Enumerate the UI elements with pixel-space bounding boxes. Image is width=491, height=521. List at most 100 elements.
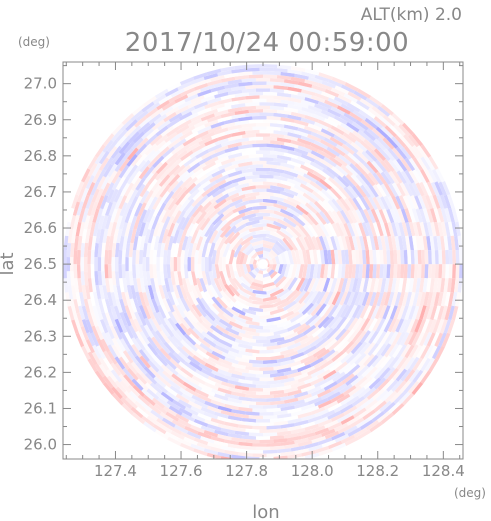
heatmap-cell [252,171,267,176]
y-tick-label: 26.9 [24,111,57,129]
heatmap-cell [266,143,281,149]
heatmap-cell [398,278,404,293]
heatmap-cell [157,397,171,409]
heatmap-cell [372,264,377,279]
heatmap-cell [364,184,376,199]
heatmap-cell [417,249,422,265]
heatmap-cell [182,136,197,147]
heatmap-cell [176,345,190,358]
heatmap-cell [266,98,281,103]
heatmap-cell [85,174,95,190]
heatmap-cell [426,221,434,237]
heatmap-cell [193,72,208,80]
heatmap-cell [97,242,103,258]
heatmap-cell [280,359,295,366]
heatmap-cell [259,377,274,382]
heatmap-cell [168,405,183,416]
y-tick-label: 27.0 [24,75,57,93]
heatmap-cell [332,371,346,383]
heatmap-cell [248,295,263,303]
heatmap-cell [393,249,398,265]
heatmap-cell [231,68,246,74]
heatmap-cell [351,264,357,279]
heatmap-cell [144,196,154,211]
heatmap-cell [164,158,177,171]
heatmap-cell [131,378,144,391]
heatmap-cell [211,388,226,397]
heatmap-cell [280,264,288,277]
heatmap-cell [194,249,199,265]
heatmap-cell [144,372,158,385]
heatmap-cell [294,73,309,80]
heatmap-cell [283,79,299,85]
heatmap-cell [392,367,404,381]
heatmap-cell [391,291,399,307]
heatmap-cell [163,190,175,205]
heatmap-cell [245,146,260,152]
heatmap-cell [147,215,156,230]
heatmap-cell [372,317,382,332]
heatmap-cell [241,140,256,146]
heatmap-cell [245,112,260,117]
heatmap-cell [349,111,363,123]
heatmap-cell [146,342,159,357]
heatmap-cell [307,385,322,395]
heatmap-cell [428,318,438,334]
heatmap-cell [112,284,119,300]
heatmap-cell [234,218,250,228]
heatmap-cell [179,130,193,141]
heatmap-cell [373,116,387,128]
heatmap-cell [321,428,336,438]
heatmap-cell [318,448,333,457]
heatmap-cell [102,375,114,389]
heatmap-cell [319,210,331,225]
heatmap-cell [97,271,103,286]
heatmap-cell [316,369,331,380]
heatmap-cell [306,190,320,202]
heatmap-cell [433,277,439,293]
heatmap-cell [384,170,395,185]
heatmap-cell [172,210,182,224]
heatmap-cell [165,364,179,376]
heatmap-cell [186,162,201,174]
heatmap-cell [392,170,403,184]
heatmap-cell [199,174,213,186]
heatmap-cell [138,165,150,180]
heatmap-cell [81,228,88,244]
heatmap-cell [388,343,400,358]
heatmap-cell [368,249,374,265]
heatmap-cell [90,312,99,327]
heatmap-cell [99,194,109,210]
heatmap-cell [266,160,281,166]
heatmap-cell [227,89,243,96]
heatmap-cell [359,140,373,152]
heatmap-cell [287,131,302,139]
heatmap-cell [367,304,377,320]
heatmap-cell [211,149,226,159]
heatmap-cell [148,149,161,162]
heatmap-cell [283,300,297,312]
heatmap-cell [183,333,197,346]
heatmap-cell [403,331,414,346]
heatmap-cell [239,276,251,288]
heatmap-cell [156,99,170,111]
heatmap-cell [301,302,315,316]
heatmap-cell [270,140,285,146]
heatmap-cell [291,277,302,292]
y-tick-label: 26.3 [24,327,57,345]
heatmap-cell [254,267,260,274]
heatmap-cell [392,182,402,197]
heatmap-cell [98,157,110,172]
heatmap-cell [366,160,379,174]
heatmap-cell [263,250,270,256]
heatmap-cell [214,249,221,265]
heatmap-cell [141,415,155,427]
heatmap-cell [259,209,275,214]
heatmap-cell [424,156,435,171]
heatmap-cell [118,318,128,334]
heatmap-cell [342,385,357,397]
heatmap-cell [151,353,164,367]
heatmap-cell [334,422,349,432]
heatmap-cell [176,373,191,385]
heatmap-cell [134,115,147,128]
